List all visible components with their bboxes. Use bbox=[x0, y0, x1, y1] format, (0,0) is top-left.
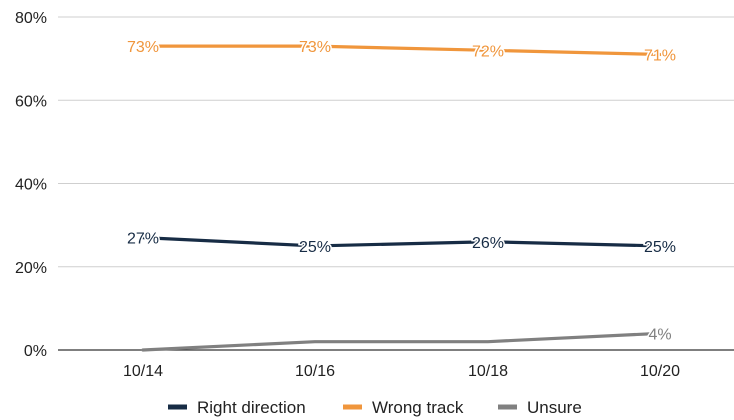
data-label: 25% bbox=[644, 239, 676, 256]
data-label: 72% bbox=[472, 43, 504, 60]
data-label: 27% bbox=[127, 231, 159, 248]
data-label: 25% bbox=[299, 239, 331, 256]
series-lines bbox=[141, 44, 662, 352]
data-labels: 27% 25% 26% 25% 73% 73% 72% 71% 4% bbox=[125, 38, 677, 345]
legend-label: Wrong track bbox=[372, 398, 464, 417]
x-tick-label: 10/14 bbox=[123, 363, 163, 380]
data-label: 26% bbox=[472, 235, 504, 252]
y-tick-label: 20% bbox=[15, 260, 47, 277]
legend-label: Right direction bbox=[197, 398, 306, 417]
legend: Right direction Wrong track Unsure bbox=[168, 398, 582, 417]
data-label: 71% bbox=[644, 47, 676, 64]
x-tick-label: 10/20 bbox=[640, 363, 680, 380]
y-tick-label: 0% bbox=[24, 343, 47, 360]
data-label: 73% bbox=[299, 39, 331, 56]
x-tick-label: 10/18 bbox=[468, 363, 508, 380]
x-tick-label: 10/16 bbox=[295, 363, 335, 380]
series-line-1 bbox=[141, 44, 662, 57]
legend-label: Unsure bbox=[527, 398, 582, 417]
y-tick-label: 40% bbox=[15, 177, 47, 194]
y-axis-ticks: 0% 20% 40% 60% 80% bbox=[15, 10, 47, 360]
y-tick-label: 60% bbox=[15, 93, 47, 110]
y-tick-label: 80% bbox=[15, 10, 47, 27]
data-label: 4% bbox=[648, 326, 671, 343]
series-line-0 bbox=[141, 236, 662, 248]
x-axis-ticks: 10/14 10/16 10/18 10/20 bbox=[123, 363, 680, 380]
data-label: 73% bbox=[127, 39, 159, 56]
gridlines bbox=[58, 16, 734, 351]
series-line-2 bbox=[141, 331, 662, 352]
